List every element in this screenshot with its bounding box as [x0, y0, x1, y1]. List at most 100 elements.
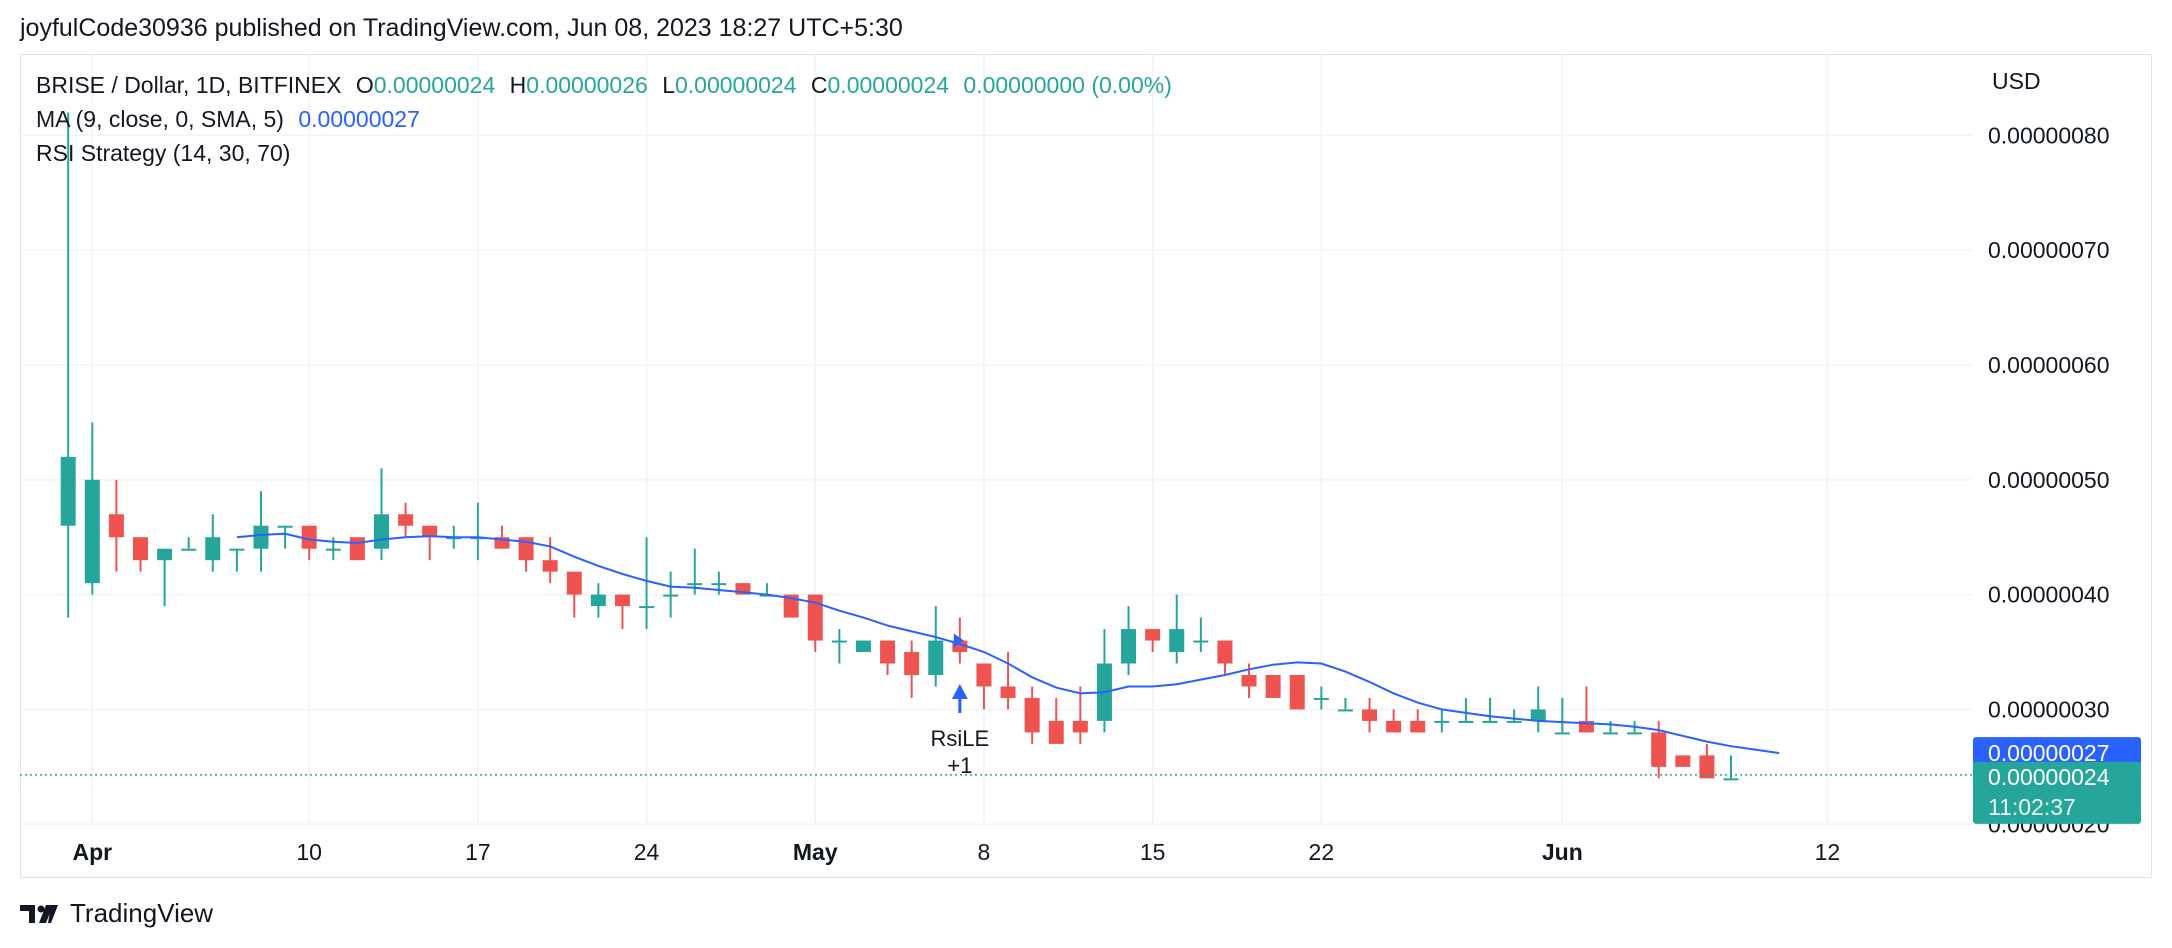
legend-ma-row: MA (9, close, 0, SMA, 5) 0.00000027 [36, 106, 428, 133]
x-tick-label: 12 [1815, 839, 1841, 865]
candle-body [373, 514, 389, 549]
candle-body [181, 548, 197, 551]
tradingview-logo-icon [20, 904, 58, 923]
candle-body [783, 594, 799, 618]
x-tick-label: 8 [978, 839, 991, 865]
ma-line [236, 532, 1780, 755]
ma-price-tag [1973, 737, 2141, 770]
last-price-tag [1973, 761, 2141, 824]
ma-price-tag-value: 0.00000027 [1988, 740, 2110, 766]
candle-body [1675, 755, 1691, 767]
candle-body [735, 583, 751, 595]
signal-qty: +1 [947, 753, 972, 778]
candle-body [831, 640, 847, 643]
signal-arrow-up-icon [951, 684, 968, 699]
open-value: 0.00000024 [373, 72, 496, 98]
candle-body [277, 525, 293, 528]
x-tick-label: 17 [465, 839, 491, 865]
candle-body [1506, 720, 1522, 723]
candle-body [1048, 720, 1064, 744]
candle-body [1024, 697, 1040, 733]
signal-triangle-icon [953, 633, 964, 648]
symbol-label: BRISE / Dollar, 1D, BITFINEX [36, 72, 342, 98]
high-label: H [509, 72, 527, 98]
legend-strategy-row: RSI Strategy (14, 30, 70) [36, 140, 298, 167]
candle-body [1193, 640, 1209, 643]
candle-body [687, 583, 703, 586]
candle-body [470, 537, 486, 540]
candle-body [1482, 720, 1498, 723]
candle-body [84, 479, 100, 584]
candle-body [1699, 755, 1715, 779]
candle-body [1000, 686, 1016, 698]
candle-body [1603, 732, 1619, 735]
x-tick-label: Apr [72, 839, 112, 865]
candle-body [422, 525, 438, 538]
x-axis-labels: Apr 10 17 24 May 8 15 22 Jun 12 [72, 839, 1840, 865]
candle-body [880, 640, 896, 664]
candle-body [928, 640, 944, 675]
candle-body [1265, 675, 1281, 698]
candle-body [205, 537, 221, 561]
candle-body [1530, 709, 1546, 721]
candle-body [904, 652, 920, 675]
candle-body [132, 537, 148, 561]
candle-body [1337, 709, 1353, 712]
y-tick-label: 0.00000050 [1988, 467, 2110, 493]
signal-label: RsiLE [931, 726, 990, 751]
candle-body [1554, 732, 1570, 735]
grid-lines [20, 55, 1972, 826]
x-tick-label: 24 [634, 839, 660, 865]
candle-body [157, 548, 173, 561]
x-tick-label: 22 [1309, 839, 1335, 865]
candle-body [1145, 629, 1161, 641]
change-value: 0.00000000 (0.00%) [963, 72, 1172, 98]
candle-body [855, 640, 871, 653]
candle-body [542, 560, 558, 572]
open-label: O [355, 72, 374, 98]
x-tick-label: 15 [1140, 839, 1166, 865]
candle-body [1578, 720, 1594, 733]
candle-body [614, 594, 630, 607]
chart-area[interactable] [20, 54, 2152, 878]
strategy-label: RSI Strategy (14, 30, 70) [36, 140, 291, 166]
legend-ohlc-row: BRISE / Dollar, 1D, BITFINEX O0.00000024… [36, 72, 1180, 99]
tradingview-footer: TradingView [20, 898, 213, 929]
low-label: L [662, 72, 675, 98]
candle-body [301, 525, 317, 549]
y-tick-label: 0.00000040 [1988, 582, 2110, 608]
y-axis-labels: 0.00000080 0.00000070 0.00000060 0.00000050… [1988, 122, 2110, 837]
candle-body [1241, 675, 1257, 687]
last-price-tag-value: 0.00000024 [1988, 764, 2110, 790]
tradingview-brand: TradingView [70, 898, 214, 928]
ma-value: 0.00000027 [298, 106, 420, 132]
candle-body [1313, 697, 1329, 700]
candle-body [325, 548, 341, 551]
candle-body [759, 594, 775, 597]
y-tick-label: 0.00000080 [1988, 122, 2110, 148]
rsi-signal: RsiLE+1 [931, 633, 990, 778]
candle-body [1217, 640, 1233, 664]
ma-label: MA (9, close, 0, SMA, 5) [36, 106, 284, 132]
candle-body [1169, 629, 1185, 653]
candle-body [229, 548, 245, 551]
candle-body [446, 537, 462, 540]
candle-body [60, 456, 76, 526]
candle-body [711, 583, 727, 586]
close-label: C [810, 72, 828, 98]
candle-body [1362, 709, 1378, 721]
candle-body [1434, 720, 1450, 723]
candle-body [1723, 778, 1739, 781]
candle-body [807, 594, 823, 641]
candle-body [1627, 732, 1643, 735]
y-tick-label: 0.00000030 [1988, 696, 2110, 722]
currency-label: USD [1992, 68, 2041, 94]
low-value: 0.00000024 [674, 72, 797, 98]
candle-body [1386, 720, 1402, 733]
candle-body [1121, 629, 1137, 664]
x-tick-label: May [793, 839, 838, 865]
candle-body [1458, 720, 1474, 723]
high-value: 0.00000026 [526, 72, 648, 98]
candle-body [590, 594, 606, 607]
